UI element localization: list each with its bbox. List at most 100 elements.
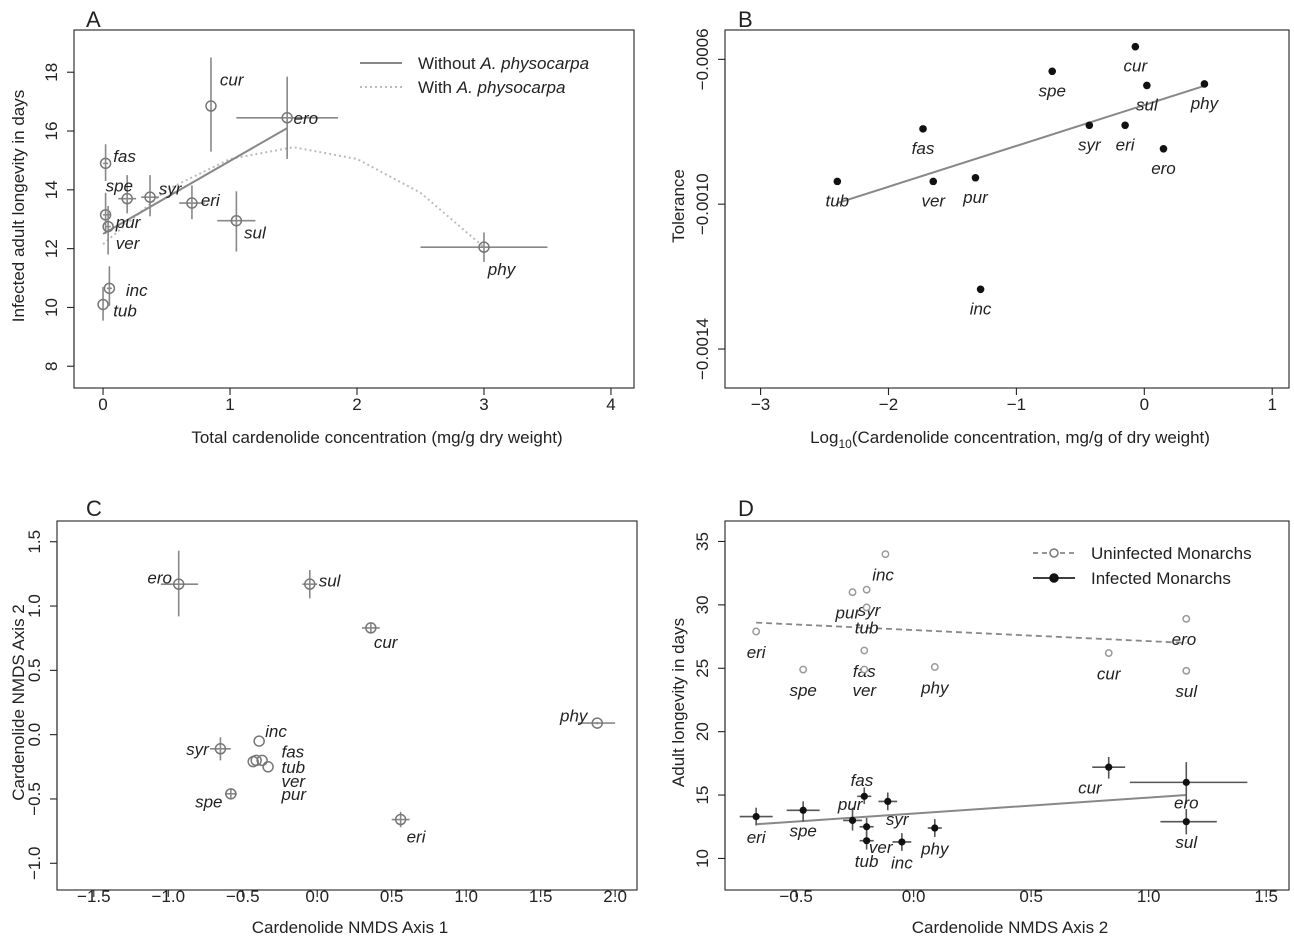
panel-d-uninfected-label-ero: ero (1172, 630, 1197, 649)
panel-c-x-tick-label: 0.0 (305, 887, 329, 906)
panel-b-point-spe (1048, 67, 1057, 76)
panel-b-x-tick-label: 1 (1267, 395, 1276, 414)
panel-d-uninfected-point-ero (1182, 614, 1191, 623)
panel-d-infected-label-fas: fas (851, 771, 874, 790)
panel-b-y-tick-label: −0.0010 (693, 173, 712, 235)
panel-a-label-fas: fas (113, 147, 136, 166)
panel-a-label-sul: sul (244, 223, 267, 242)
panel-d-infected-label-eri: eri (747, 828, 767, 847)
panel-a-y-tick-label: 10 (42, 298, 61, 317)
panel-b-label-ver: ver (921, 191, 946, 210)
panel-b-point-phy (1200, 80, 1209, 88)
panel-a-point-ero (281, 112, 293, 124)
panel-d-legend-marker (1049, 573, 1059, 583)
panel-d-uninfected-label-eri: eri (747, 643, 767, 662)
panel-a-label-pur: pur (115, 213, 142, 232)
panel-c-x-tick-label: 1.0 (454, 887, 478, 906)
panel-d-uninfected-point-spe (799, 665, 808, 674)
panel-d-uninfected-point-tub (862, 603, 871, 612)
panel-d-infected-label-cur: cur (1078, 778, 1103, 797)
panel-d-y-tick-label: 20 (693, 722, 712, 741)
panel-d-infected-point-eri (752, 813, 760, 821)
panel-d-x-tick-label: −0.5 (779, 887, 813, 906)
panel-c-label-eri: eri (407, 827, 427, 846)
panel-a-label-eri: eri (201, 191, 221, 210)
panel-a-point-pur (99, 209, 112, 221)
panel-c-label-inc: inc (265, 722, 287, 741)
panel-d-legend-entry: Uninfected Monarchs (1091, 544, 1252, 563)
panel-c-x-tick-label: −0.5 (226, 887, 260, 906)
panel-b-point-fas (919, 125, 927, 133)
panel-b-label-inc: inc (970, 299, 992, 318)
panel-c-point-tub (256, 754, 268, 767)
panel-c-label-cur: cur (374, 633, 399, 652)
panel-d-infected-point-syr (884, 797, 892, 805)
panel-a-panel-letter: A (86, 7, 101, 32)
panel-d-infected-point-spe (799, 806, 807, 814)
panel-d-uninfected-label-sul: sul (1175, 682, 1198, 701)
panel-d-x-tick-label: 1.0 (1137, 887, 1161, 906)
panel-d-fit-uninfected (756, 621, 1187, 644)
panel-b-label-sul: sul (1136, 95, 1159, 114)
panel-d-infected-label-ero: ero (1174, 794, 1199, 813)
panel-b-point-eri (1121, 121, 1129, 130)
panel-b-point-cur (1131, 42, 1140, 51)
panel-c-x-tick-label: 1.5 (529, 887, 553, 906)
panel-b-label-syr: syr (1078, 135, 1102, 154)
panel-d-uninfected-point-pur (848, 588, 857, 597)
panel-d-uninfected-point-sul (1182, 666, 1191, 675)
panel-d-uninfected-label-cur: cur (1097, 664, 1122, 683)
panel-a-point-tub (97, 298, 109, 311)
panel-b-fit (837, 84, 1207, 205)
panel-d-infected-point-inc (898, 838, 906, 846)
panel-c-x-tick-label: −1.0 (152, 887, 186, 906)
panel-a-point-syr (144, 191, 156, 203)
panel-a-y-tick-label: 16 (42, 122, 61, 141)
panel-c-x-tick-label: −1.5 (77, 887, 111, 906)
panel-d-infected-point-tub (863, 837, 871, 845)
panel-d-infected-point-ver (863, 823, 871, 831)
panel-b-point-tub (833, 177, 842, 186)
panel-d-panel-letter: D (738, 496, 754, 521)
panel-d-uninfected-point-phy (930, 663, 939, 671)
panel-d-uninfected-point-inc (881, 550, 890, 559)
panel-d-y-tick-label: 15 (693, 786, 712, 805)
panel-a-x-axis-title: Total cardenolide concentration (mg/g dr… (191, 428, 562, 447)
panel-b-y-tick-label: −0.0006 (693, 28, 712, 90)
panel-d-y-tick-label: 10 (693, 849, 712, 868)
panel-b-label-spe: spe (1038, 81, 1065, 100)
panel-d-uninfected-label-pur: pur (835, 603, 862, 622)
panel-d-uninfected-label-phy: phy (920, 678, 950, 697)
panel-d-uninfected-point-cur (1104, 649, 1113, 658)
panel-a-point-phy (478, 241, 490, 253)
panel-c-label-ver: ver (281, 772, 306, 791)
panel-d-uninfected-label-ver: ver (852, 681, 877, 700)
panel-a-label-inc: inc (126, 281, 148, 300)
panel-d-infected-point-ero (1182, 778, 1190, 786)
panel-d-x-axis-title: Cardenolide NMDS Axis 2 (912, 918, 1109, 937)
panel-d-uninfected-label-spe: spe (789, 681, 816, 700)
panel-c-point-ero (172, 578, 185, 590)
panel-d: −0.5 0.0 0.5 1.0 1.5 10 15 20 25 30 35 D Adult longe… (669, 496, 1290, 937)
panel-d-infected-point-cur (1105, 763, 1113, 771)
panel-b-label-phy: phy (1190, 94, 1220, 113)
panel-a-x-tick-label: 2 (352, 395, 361, 414)
panel-b-label-ero: ero (1151, 159, 1176, 178)
panel-a-x-tick-label: 1 (225, 395, 234, 414)
panel-b-frame (724, 29, 1290, 389)
panel-c-y-tick-label: 1.0 (25, 594, 44, 618)
panel-d-x-tick-label: 1.5 (1254, 887, 1278, 906)
panel-b: −3 −2 −1 0 1 −0.0006 −0.0010 −0.0014 B Tolerance L… (669, 7, 1290, 451)
panel-d-uninfected-point-fas (860, 646, 869, 655)
panel-d-infected-label-inc: inc (891, 853, 913, 872)
panel-a-label-ver: ver (116, 234, 141, 253)
panel-b-y-axis-title: Tolerance (669, 169, 688, 243)
panel-c-point-cur (365, 622, 377, 634)
panel-c-point-sul (304, 578, 316, 590)
panel-d-y-tick-label: 25 (693, 659, 712, 678)
panel-c-panel-letter: C (86, 496, 102, 521)
panel-a-label-phy: phy (487, 260, 517, 279)
panel-d-infected-point-phy (931, 824, 939, 832)
panel-c-frame (56, 520, 638, 891)
panel-c-point-ver (262, 761, 274, 773)
